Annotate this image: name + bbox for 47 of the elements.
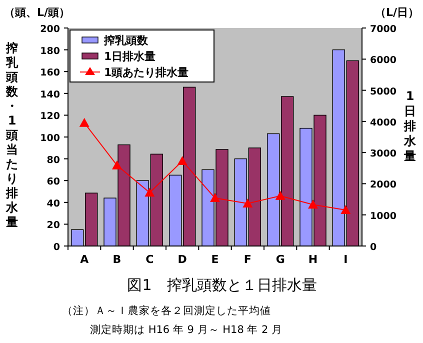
text: （頭、L/頭）	[4, 6, 70, 19]
x-tick-label: B	[112, 253, 122, 266]
y-tick-label: 100	[40, 133, 60, 144]
point	[177, 156, 188, 165]
text: （L/日）	[374, 6, 419, 19]
point	[308, 200, 318, 209]
y-tick-label: 120	[40, 111, 60, 122]
y-tick-label: 80	[46, 154, 60, 166]
y2-tick-label: 2000	[370, 180, 397, 191]
x-tick-label: I	[344, 253, 348, 266]
y-tick-label: 160	[40, 68, 60, 79]
text: 図1 搾乳頭数と１日排水量	[127, 276, 317, 294]
point	[242, 198, 253, 208]
y2-tick-label: 3000	[370, 148, 397, 160]
text: （注）Ａ～Ｉ農家を各２回測定した平均値	[62, 304, 271, 317]
point	[340, 205, 351, 214]
x-tick-label: E	[211, 253, 219, 266]
y2-tick-label: 1000	[370, 210, 397, 222]
y2-tick-label: 7000	[370, 24, 397, 35]
point	[210, 193, 220, 202]
x-tick-label: G	[276, 253, 285, 266]
x-tick-label: H	[308, 253, 318, 266]
y2-tick-label: 6000	[370, 55, 397, 66]
y-tick-label: 0	[53, 242, 60, 253]
y2-tick-label: 5000	[370, 86, 397, 98]
legend-label: 1日排水量	[104, 50, 156, 63]
legend-label: 搾乳頭数	[103, 34, 149, 47]
y2-axis-title: 1日排水量	[403, 89, 417, 163]
point	[275, 190, 286, 200]
point	[144, 188, 155, 197]
y2-tick-label: 4000	[370, 117, 397, 128]
y2-tick-label: 0	[370, 242, 377, 253]
y-tick-label: 20	[46, 220, 60, 232]
text: 測定時期は H16 年 9 月～ H18 年 2 月	[90, 323, 283, 336]
point	[112, 160, 122, 170]
y-tick-label: 60	[46, 176, 60, 188]
y-tick-label: 40	[46, 198, 60, 210]
x-tick-label: C	[146, 253, 154, 266]
text: 搾乳頭数・1頭当たり排水量	[6, 41, 18, 229]
legend-label: 1頭あたり排水量	[104, 66, 189, 79]
y-tick-label: 200	[40, 24, 60, 35]
point	[79, 118, 90, 127]
x-tick-label: F	[244, 253, 252, 266]
x-tick-label: A	[80, 253, 90, 266]
x-tick-label: D	[178, 253, 187, 266]
y-tick-label: 140	[40, 89, 60, 100]
y-tick-label: 180	[40, 46, 60, 57]
